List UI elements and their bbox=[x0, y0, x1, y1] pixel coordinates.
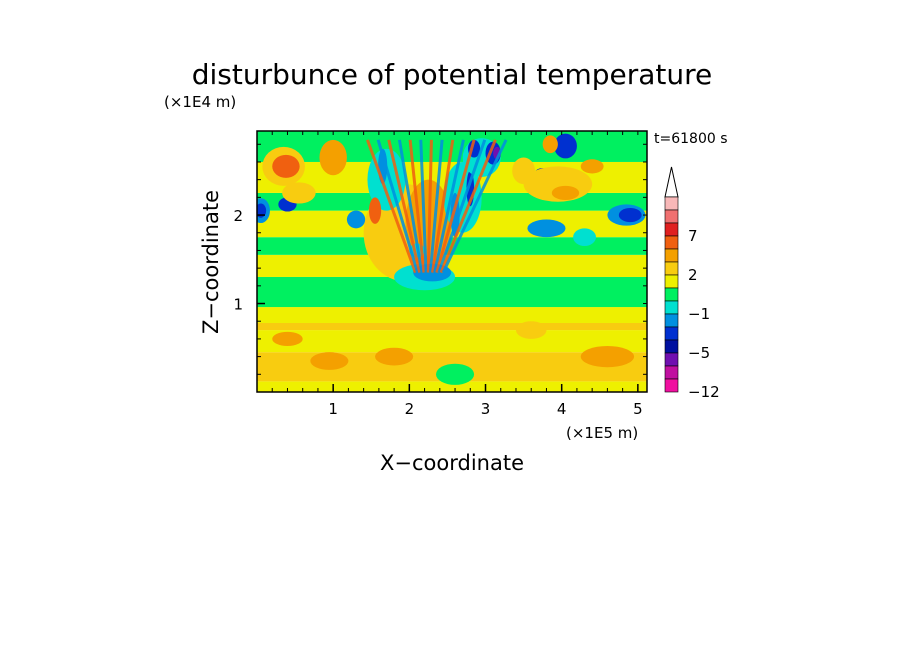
wave-streak bbox=[428, 139, 444, 273]
chart-title: disturbunce of potential temperature bbox=[192, 58, 713, 91]
colorbar-swatch bbox=[664, 274, 679, 289]
wave-streak bbox=[408, 139, 426, 273]
colorbar-swatch bbox=[664, 196, 679, 211]
field-cell bbox=[375, 347, 414, 366]
field-cell bbox=[515, 321, 547, 339]
colorbar-swatch bbox=[664, 365, 679, 380]
colorbar-swatch bbox=[664, 352, 679, 367]
colorbar-overflow-triangle bbox=[664, 166, 679, 198]
wave-streak bbox=[376, 139, 420, 273]
time-label: t=61800 s bbox=[654, 131, 728, 147]
colorbar-tick-label: 7 bbox=[688, 227, 698, 245]
wave-streak bbox=[426, 139, 433, 273]
y-axis-ticks: 12 bbox=[233, 207, 265, 314]
contour-field bbox=[257, 131, 647, 392]
frame-minor-ticks bbox=[257, 131, 647, 392]
y-tick-label: 1 bbox=[233, 296, 243, 314]
colorbar-swatch bbox=[664, 222, 679, 237]
wave-streak bbox=[439, 139, 497, 274]
wave-streak bbox=[387, 139, 422, 273]
wave-streak bbox=[419, 139, 428, 273]
field-cell bbox=[272, 331, 303, 346]
x-tick-label: 5 bbox=[633, 400, 643, 418]
x-axis-ticks: 1 2 3 4 5 bbox=[328, 384, 643, 418]
wave-streak bbox=[435, 139, 476, 273]
field-cell bbox=[346, 210, 366, 229]
field-cell bbox=[368, 197, 382, 224]
x-tick-label: 1 bbox=[328, 400, 338, 418]
x-axis-label: X−coordinate bbox=[380, 451, 524, 475]
colorbar-swatch bbox=[664, 313, 679, 328]
colorbar-swatch bbox=[664, 300, 679, 315]
field-cell bbox=[618, 207, 642, 223]
field-cell bbox=[257, 203, 267, 218]
field-band bbox=[257, 307, 647, 323]
colorbar-swatch bbox=[664, 261, 679, 276]
field-cell bbox=[573, 228, 596, 247]
colorbar-swatch bbox=[664, 326, 679, 341]
x-tick-label: 4 bbox=[557, 400, 567, 418]
wave-streak bbox=[431, 139, 455, 273]
colorbar-swatch bbox=[664, 287, 679, 302]
field-cell bbox=[542, 135, 558, 154]
field-cell bbox=[272, 154, 300, 178]
wave-streak bbox=[366, 139, 417, 274]
field-cell bbox=[554, 133, 577, 159]
wave-streak bbox=[437, 139, 487, 274]
field-cell bbox=[527, 219, 566, 238]
field-cell bbox=[551, 185, 580, 201]
colorbar-tick-label: −5 bbox=[688, 344, 710, 362]
colorbar-swatch bbox=[664, 209, 679, 224]
colorbar-tick-label: −12 bbox=[688, 383, 720, 401]
colorbar-swatch bbox=[664, 339, 679, 354]
colorbar: 7 2 −1 −5 −12 bbox=[664, 166, 720, 401]
field-cell bbox=[580, 159, 604, 174]
y-scale-label: (×1E4 m) bbox=[164, 93, 236, 111]
field-band bbox=[257, 381, 647, 392]
wave-streak bbox=[441, 139, 508, 274]
x-tick-label: 3 bbox=[481, 400, 491, 418]
field-cell bbox=[310, 352, 349, 370]
field-cell bbox=[436, 363, 475, 385]
field-cell bbox=[282, 182, 316, 204]
field-band bbox=[257, 330, 647, 353]
colorbar-tick-label: 2 bbox=[688, 266, 698, 284]
wave-streak bbox=[433, 139, 465, 273]
colorbar-swatch bbox=[664, 248, 679, 263]
field-band bbox=[257, 322, 647, 331]
y-axis-label: Z−coordinate bbox=[199, 190, 223, 334]
field-cell bbox=[580, 345, 635, 368]
colorbar-swatch bbox=[664, 235, 679, 250]
y-tick-label: 2 bbox=[233, 207, 243, 225]
field-cell bbox=[319, 139, 347, 176]
x-tick-label: 2 bbox=[405, 400, 415, 418]
colorbar-tick-label: −1 bbox=[688, 305, 710, 323]
field-band bbox=[257, 254, 647, 277]
plot-frame bbox=[256, 130, 648, 393]
colorbar-swatch bbox=[664, 378, 679, 393]
wave-streak bbox=[397, 139, 424, 273]
x-scale-label: (×1E5 m) bbox=[566, 424, 638, 442]
